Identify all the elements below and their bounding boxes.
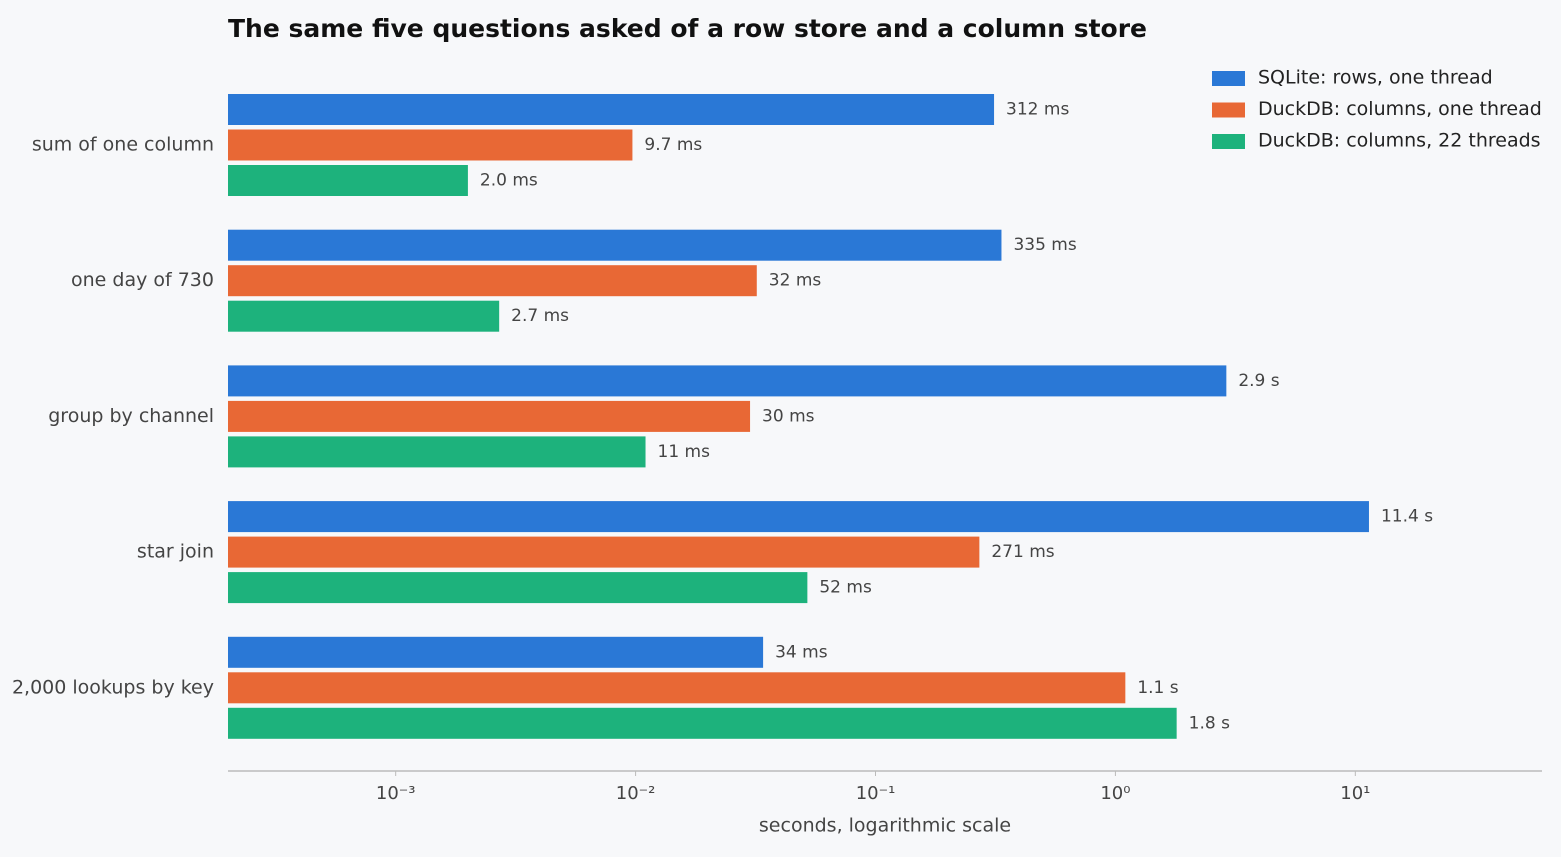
x-tick-label: 10⁻²: [616, 783, 656, 804]
legend-label: SQLite: rows, one thread: [1258, 67, 1493, 89]
x-tick-label: 10¹: [1340, 783, 1370, 804]
bar: [228, 572, 808, 604]
bar: [228, 436, 646, 468]
value-label: 11.4 s: [1381, 507, 1433, 527]
bar: [228, 672, 1126, 704]
bar: [228, 229, 1002, 261]
bar: [228, 300, 500, 332]
value-label: 2.7 ms: [511, 306, 569, 326]
y-tick-label: sum of one column: [32, 134, 214, 156]
legend-label: DuckDB: columns, 22 threads: [1258, 130, 1541, 152]
value-label: 1.1 s: [1137, 678, 1178, 698]
x-tick-label: 10⁰: [1100, 783, 1130, 804]
value-label: 271 ms: [991, 542, 1054, 562]
value-label: 52 ms: [819, 578, 872, 598]
value-label: 30 ms: [762, 406, 815, 426]
value-label: 1.8 s: [1189, 713, 1230, 733]
value-label: 335 ms: [1013, 235, 1076, 255]
bar: [228, 165, 468, 196]
y-tick-label: 2,000 lookups by key: [12, 676, 214, 698]
y-tick-label: group by channel: [48, 405, 214, 427]
value-label: 11 ms: [658, 442, 711, 462]
x-tick-label: 10⁻¹: [856, 783, 896, 804]
bar: [228, 400, 751, 432]
value-label: 2.9 s: [1238, 371, 1279, 391]
bar: [228, 501, 1369, 533]
bar: [228, 129, 633, 161]
y-tick-label: star join: [137, 541, 214, 563]
y-tick-label: one day of 730: [71, 269, 214, 291]
legend-swatch: [1212, 102, 1245, 118]
x-tick-label: 10⁻³: [376, 783, 416, 804]
bar: [228, 636, 764, 668]
value-label: 2.0 ms: [480, 171, 538, 191]
value-label: 34 ms: [775, 642, 828, 662]
legend-label: DuckDB: columns, one thread: [1258, 98, 1542, 120]
chart-title: The same five questions asked of a row s…: [228, 14, 1147, 43]
value-label: 312 ms: [1006, 100, 1069, 120]
value-label: 9.7 ms: [644, 135, 702, 155]
bar: [228, 94, 995, 125]
value-label: 32 ms: [769, 271, 822, 291]
x-axis-label: seconds, logarithmic scale: [759, 815, 1011, 837]
bar: [228, 365, 1227, 397]
bar: [228, 265, 757, 297]
legend-swatch: [1212, 134, 1245, 149]
bar: [228, 536, 980, 568]
legend-swatch: [1212, 71, 1245, 86]
bar: [228, 707, 1177, 739]
